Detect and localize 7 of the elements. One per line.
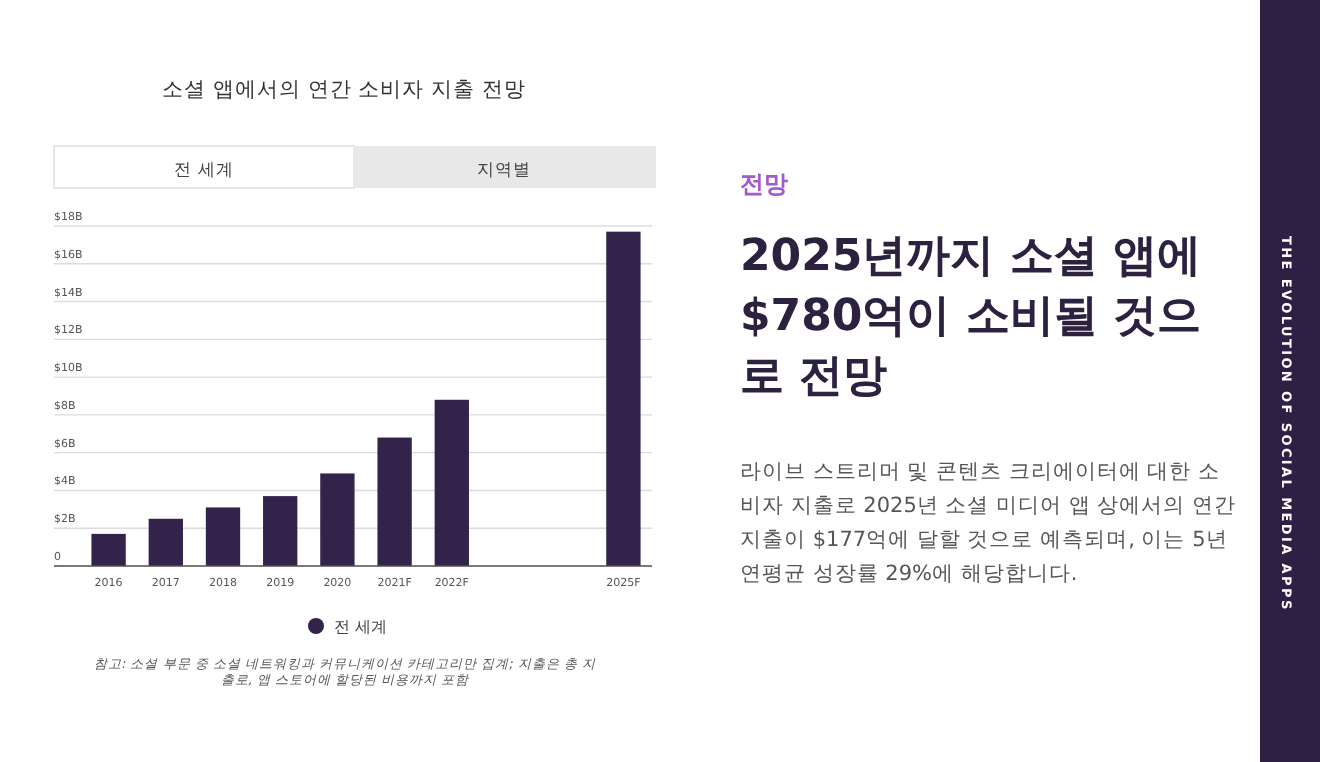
text: 라이브 스트리머 및 콘텐츠 크리에이터에 대한 소비자 지출로 2025년 소셜 미디어 앱 상에서의 연간 지출이 $177억에 달할 것으로 예측되며, 이는 5년 연평균 성장률 29%에 해당합니다.: [740, 458, 1239, 590]
text: 전망: [740, 168, 788, 202]
text: 전 세계: [174, 161, 234, 181]
text: 2025년까지 소셜 앱에 $780억이 소비될 것으로 전망: [740, 230, 1204, 406]
chart-title: 소셜 앱에서의 연간 소비자 지출 전망: [162, 78, 526, 102]
legend-label: 전 세계: [334, 618, 388, 636]
text: 지역별: [477, 161, 531, 181]
